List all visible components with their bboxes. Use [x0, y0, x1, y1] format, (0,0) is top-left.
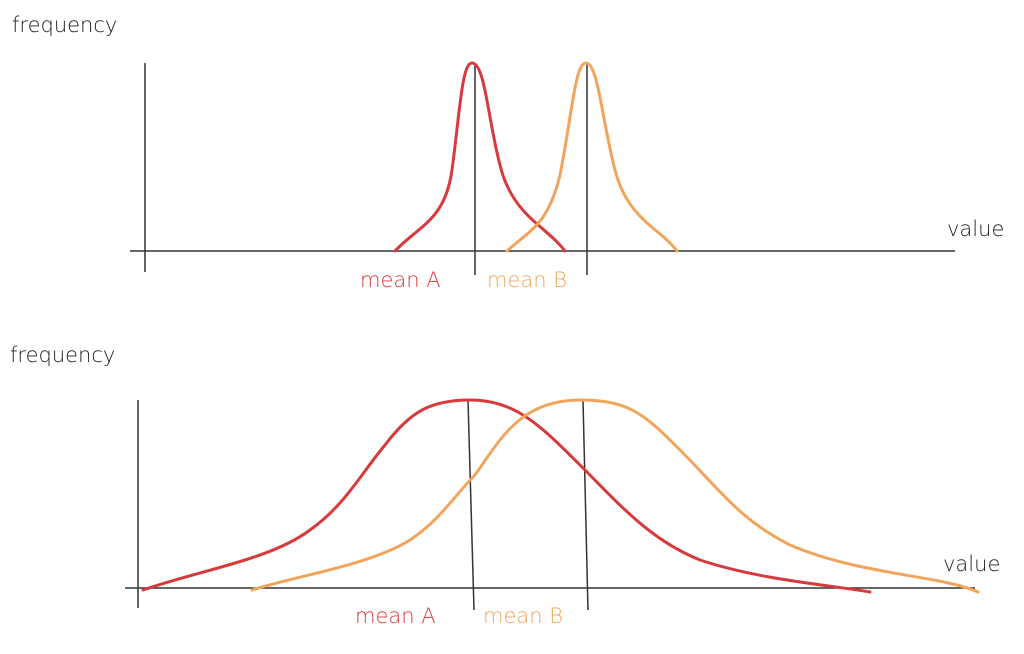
curve-a	[393, 61, 567, 253]
x-label: value	[947, 217, 1004, 241]
mean-label: mean B	[487, 268, 567, 292]
mean-line	[582, 399, 589, 611]
curve-b	[505, 61, 679, 253]
y-label: frequency	[12, 13, 117, 37]
curve-a	[141, 398, 872, 594]
mean-label: mean A	[360, 268, 441, 292]
mean-line	[467, 399, 475, 611]
panel: frequency value mean A mean B	[10, 343, 1000, 628]
mean-label: mean A	[355, 604, 436, 628]
panel: frequency value mean A mean B	[12, 13, 1004, 292]
mean-label: mean B	[483, 604, 563, 628]
y-label: frequency	[10, 343, 115, 367]
curve-b	[250, 398, 980, 594]
x-label: value	[943, 552, 1000, 576]
